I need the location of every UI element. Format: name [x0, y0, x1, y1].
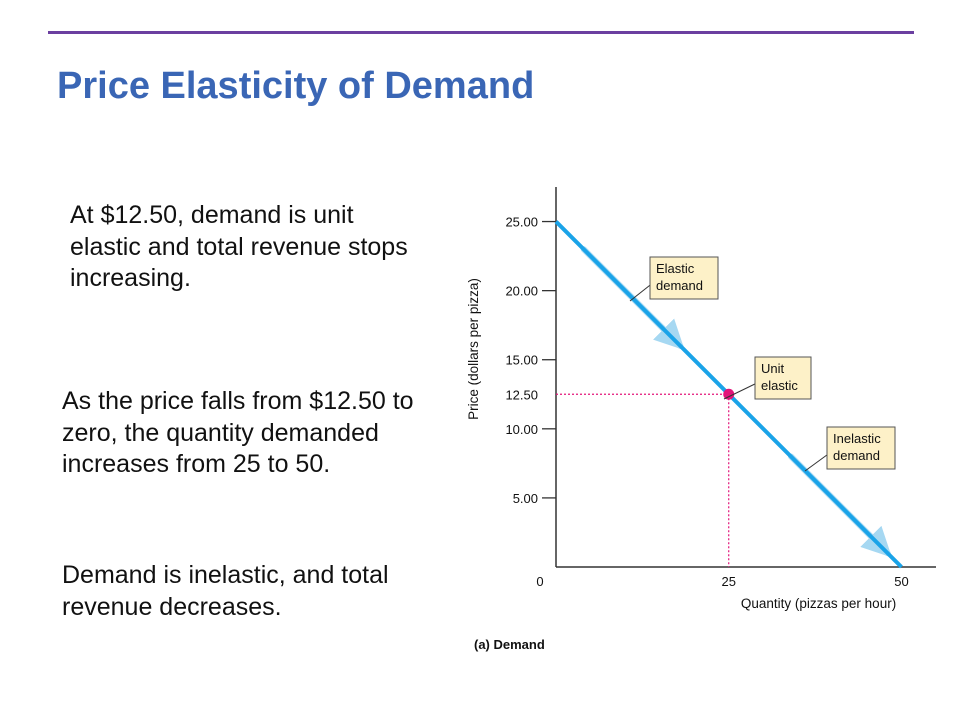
- y-highlight-tick-label: 12.50: [505, 387, 538, 402]
- callout-box: [826, 426, 896, 470]
- inelastic-paragraph: Demand is inelastic, and total revenue d…: [62, 561, 389, 621]
- demand-chart: 5.00 10.00 15.00 20.00 25.00 12.50 25 50 0 Quanti…: [466, 187, 936, 652]
- callout-box: [754, 356, 812, 400]
- callout-text: elastic: [761, 378, 798, 393]
- callout-text: Inelastic: [833, 431, 881, 446]
- callout-text: Elastic: [656, 261, 695, 276]
- y-axis-title: Price (dollars per pizza): [466, 278, 481, 420]
- top-rule: [48, 31, 914, 34]
- origin-label: 0: [536, 574, 543, 589]
- price-falls-paragraph: As the price falls from $12.50 to zero, …: [62, 387, 414, 478]
- x-tick-label: 50: [894, 574, 908, 589]
- y-tick-label: 5.00: [513, 491, 538, 506]
- unit-elastic-paragraph: At $12.50, demand is unit elastic and to…: [70, 201, 408, 292]
- y-tick-label: 15.00: [505, 353, 538, 368]
- unit-elastic-point: [723, 388, 735, 400]
- callout-leader: [723, 381, 760, 400]
- y-tick-label: 20.00: [505, 284, 538, 299]
- callout-box: [649, 256, 719, 300]
- callout-text: demand: [656, 278, 703, 293]
- chart-caption: (a) Demand: [474, 637, 545, 652]
- x-axis-title: Quantity (pizzas per hour): [741, 596, 896, 611]
- page-title: Price Elasticity of Demand: [57, 65, 535, 107]
- y-tick-label: 25.00: [505, 215, 538, 230]
- callout-text: demand: [833, 448, 880, 463]
- x-tick-label: 25: [721, 574, 735, 589]
- y-tick-label: 10.00: [505, 422, 538, 437]
- callout-text: Unit: [761, 361, 785, 376]
